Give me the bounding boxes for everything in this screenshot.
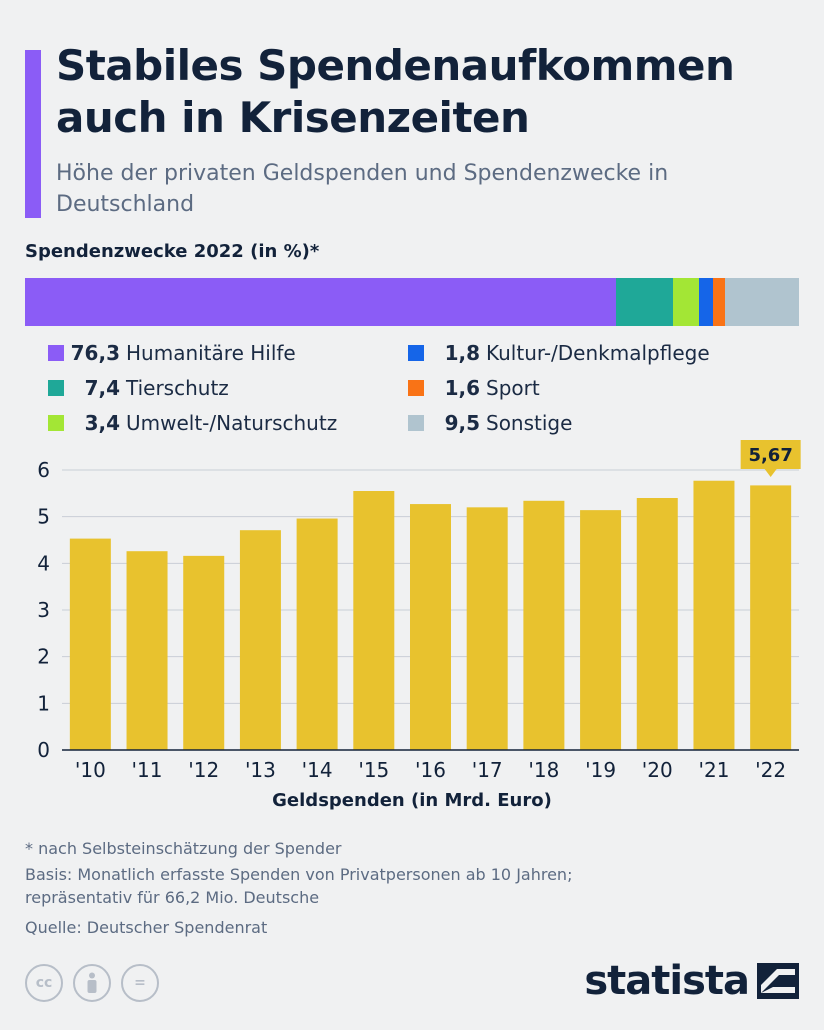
- legend-item: 3,4 Umwelt-/Naturschutz: [48, 410, 337, 436]
- footnote: * nach Selbsteinschätzung der Spender: [25, 839, 342, 858]
- legend-swatch: [48, 415, 64, 431]
- x-axis-label: Geldspenden (in Mrd. Euro): [272, 790, 552, 811]
- legend-value: 1,6: [444, 376, 480, 400]
- bar: [183, 555, 225, 750]
- stacked-bar: [25, 278, 799, 326]
- legend-value: 3,4: [84, 411, 120, 435]
- license-icons: cc =: [25, 964, 159, 1002]
- stack-segment-0: [25, 278, 616, 326]
- bar: [580, 510, 622, 750]
- value-callout: [740, 440, 801, 477]
- x-tick-label: '17: [472, 758, 503, 782]
- bar: [523, 500, 565, 750]
- legend-value: 1,8: [444, 341, 480, 365]
- x-tick-label: '21: [698, 758, 729, 782]
- page-subtitle: Höhe der privaten Geldspenden und Spende…: [56, 161, 669, 217]
- by-icon[interactable]: [73, 964, 111, 1002]
- cc-icon[interactable]: cc: [25, 964, 63, 1002]
- legend-swatch: [48, 380, 64, 396]
- legend-swatch: [408, 380, 424, 396]
- bar: [126, 551, 168, 750]
- bar: [693, 480, 735, 750]
- x-tick-label: '22: [755, 758, 786, 782]
- bar: [239, 530, 281, 750]
- stack-segment-5: [725, 278, 799, 326]
- stack-segment-4: [713, 278, 726, 326]
- statista-logo[interactable]: statista: [584, 958, 799, 1004]
- x-tick-label: '20: [642, 758, 673, 782]
- x-tick-label: '19: [585, 758, 616, 782]
- bar-chart: 0 1 2 3 4 5 6 '10 '11 '12 '13 '14 '15 '16 '17 '18 '19 '20…: [37, 440, 801, 811]
- x-tick-label: '16: [415, 758, 446, 782]
- legend-item: 9,5 Sonstige: [408, 410, 572, 436]
- y-tick-label: 3: [37, 598, 50, 622]
- y-tick-label: 5: [37, 505, 50, 529]
- y-tick-label: 0: [37, 738, 50, 762]
- bar: [750, 485, 792, 750]
- x-tick-label: '11: [132, 758, 163, 782]
- bar: [466, 507, 508, 750]
- statista-logo-icon: [757, 963, 799, 999]
- legend-swatch: [48, 345, 64, 361]
- y-tick-label: 6: [37, 458, 50, 482]
- legend-item: 1,8 Kultur-/Denkmalpflege: [408, 340, 710, 366]
- stack-segment-3: [699, 278, 714, 326]
- bar: [69, 538, 111, 750]
- legend-value: 7,4: [84, 376, 120, 400]
- basis-line-2: repräsentativ für 66,2 Mio. Deutsche: [25, 888, 320, 907]
- legend-label: Humanitäre Hilfe: [126, 341, 296, 365]
- source-text: Quelle: Deutscher Spendenrat: [25, 918, 268, 937]
- bar: [636, 498, 678, 750]
- x-tick-label: '13: [245, 758, 276, 782]
- accent-bar: [25, 50, 41, 218]
- y-tick-label: 4: [37, 551, 50, 575]
- x-tick-label: '12: [188, 758, 219, 782]
- legend-item: 1,6 Sport: [408, 375, 540, 401]
- callout-label: 5,67: [748, 445, 792, 466]
- x-tick-label: '10: [75, 758, 106, 782]
- stack-segment-2: [672, 278, 700, 326]
- stack-segment-1: [615, 278, 673, 326]
- x-tick-label: '18: [528, 758, 559, 782]
- bar: [353, 491, 395, 750]
- legend-label: Sport: [486, 376, 540, 400]
- y-tick-label: 2: [37, 645, 50, 669]
- person-icon: [87, 972, 97, 993]
- legend-value: 9,5: [444, 411, 480, 435]
- bar: [296, 518, 338, 750]
- x-tick-label: '14: [302, 758, 333, 782]
- legend-label: Kultur-/Denkmalpflege: [486, 341, 710, 365]
- legend-label: Umwelt-/Naturschutz: [126, 411, 338, 435]
- page-title: Stabiles Spendenaufkommen auch in Krisen…: [56, 41, 735, 142]
- x-tick-label: '15: [358, 758, 389, 782]
- legend-swatch: [408, 345, 424, 361]
- legend-item: 7,4 Tierschutz: [48, 375, 229, 401]
- bar: [410, 504, 451, 750]
- legend-item: 76,3 Humanitäre Hilfe: [48, 340, 296, 366]
- y-tick-label: 1: [37, 691, 50, 715]
- breakdown-title: Spendenzwecke 2022 (in %)*: [25, 241, 320, 262]
- legend-label: Tierschutz: [126, 376, 229, 400]
- legend-label: Sonstige: [486, 411, 573, 435]
- legend-value: 76,3: [70, 341, 120, 365]
- legend-swatch: [408, 415, 424, 431]
- basis-line-1: Basis: Monatlich erfasste Spenden von Pr…: [25, 865, 573, 884]
- nd-icon[interactable]: =: [121, 964, 159, 1002]
- brand-name: statista: [584, 958, 750, 1004]
